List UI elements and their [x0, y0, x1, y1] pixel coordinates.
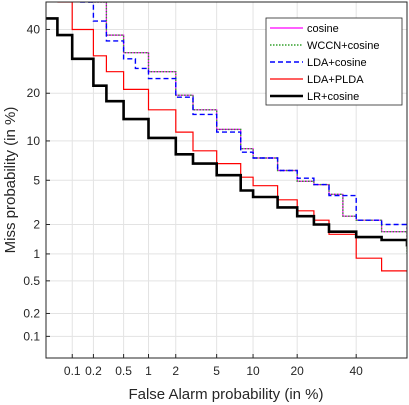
x-tick-label: 0.1	[64, 364, 81, 378]
y-tick-labels: 0.1 0.2 0.5 1 2 5 10 20 40	[23, 22, 40, 343]
x-tick-label: 10	[246, 364, 260, 378]
y-axis-label: Miss probability (in %)	[2, 107, 19, 254]
x-tick-label: 2	[172, 364, 179, 378]
x-axis-label: False Alarm probability (in %)	[128, 386, 323, 403]
y-tick-label: 40	[27, 22, 41, 36]
y-tick-label: 5	[33, 173, 40, 187]
series-line-2	[80, 2, 407, 230]
x-tick-label: 40	[350, 364, 364, 378]
x-tick-labels: 0.1 0.2 0.5 1 2 5 10 20 40	[64, 364, 363, 378]
y-tick-label: 0.5	[23, 274, 40, 288]
x-tick-label: 20	[290, 364, 304, 378]
legend: cosine WCCN+cosine LDA+cosine LDA+PLDA LR+co…	[265, 17, 403, 106]
x-tick-label: 0.2	[85, 364, 102, 378]
y-tick-label: 20	[27, 86, 41, 100]
x-tick-label: 0.5	[115, 364, 132, 378]
legend-label-4: LR+cosine	[307, 91, 359, 103]
legend-label-0: cosine	[307, 23, 339, 35]
y-tick-label: 1	[33, 247, 40, 261]
legend-label-3: LDA+PLDA	[307, 74, 364, 86]
legend-label-2: LDA+cosine	[307, 57, 367, 69]
plot-frame	[45, 1, 408, 359]
legend-label-1: WCCN+cosine	[307, 40, 379, 52]
y-tick-label: 0.1	[23, 329, 40, 343]
x-tick-label: 5	[213, 364, 220, 378]
y-tick-label: 10	[27, 134, 41, 148]
series-layer	[46, 2, 407, 273]
series-line-1	[88, 2, 407, 254]
y-tick-label: 0.2	[23, 306, 40, 320]
y-tick-label: 2	[33, 217, 40, 231]
x-tick-label: 1	[145, 364, 152, 378]
series-line-3	[57, 2, 407, 273]
series-line-4	[46, 17, 407, 247]
